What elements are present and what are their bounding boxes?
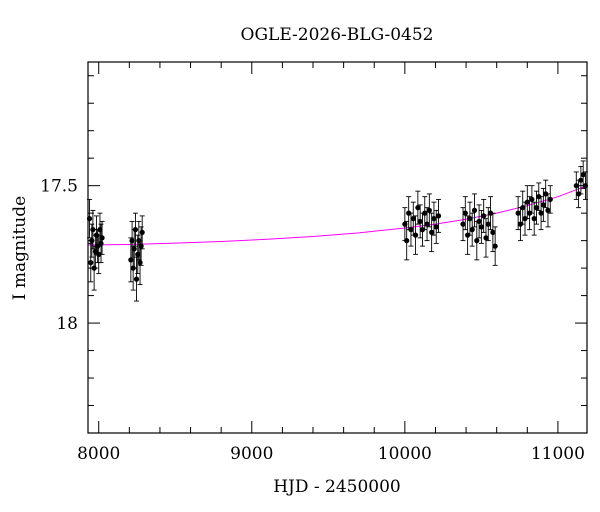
data-point xyxy=(575,191,582,197)
data-point xyxy=(476,218,482,224)
data-point xyxy=(524,199,530,205)
data-point xyxy=(131,246,137,252)
model-curve-line xyxy=(87,185,588,246)
data-point xyxy=(467,216,473,222)
data-point xyxy=(520,205,526,211)
data-point xyxy=(408,227,414,233)
data-point xyxy=(573,183,579,189)
data-point xyxy=(485,221,491,227)
data-point xyxy=(130,265,136,271)
data-point xyxy=(422,210,428,216)
data-point xyxy=(99,235,105,241)
data-point xyxy=(481,213,487,219)
data-point xyxy=(417,218,423,224)
data-point xyxy=(415,205,421,211)
data-point xyxy=(137,260,143,266)
data-point xyxy=(129,238,135,244)
data-point xyxy=(97,227,103,233)
data-point xyxy=(435,213,442,219)
data-point xyxy=(89,238,95,244)
data-points xyxy=(86,172,589,282)
x-tick-label: 8000 xyxy=(77,444,120,464)
data-point xyxy=(469,227,475,233)
data-point xyxy=(531,216,537,222)
data-point xyxy=(419,227,426,233)
data-point xyxy=(88,260,94,266)
data-point xyxy=(543,191,549,197)
data-point xyxy=(138,243,144,249)
data-point xyxy=(487,210,494,216)
data-point xyxy=(433,224,439,230)
data-point xyxy=(526,210,533,216)
data-point xyxy=(93,232,100,238)
tick-labels: 8000 9000 10000 11000 17.5 18 xyxy=(40,177,585,464)
x-tick-label: 11000 xyxy=(531,444,585,464)
y-tick-label: 17.5 xyxy=(40,177,78,197)
data-point xyxy=(406,210,412,216)
data-point xyxy=(474,238,480,244)
data-point xyxy=(578,177,584,183)
model-curve xyxy=(87,185,588,246)
data-point xyxy=(471,207,478,213)
plot-frame xyxy=(87,61,588,434)
data-point xyxy=(96,251,102,257)
data-point xyxy=(540,202,546,208)
data-point xyxy=(136,238,142,244)
data-point xyxy=(98,240,104,246)
data-point xyxy=(483,235,489,241)
chart-title: OGLE-2026-BLG-0452 xyxy=(241,25,434,45)
data-point xyxy=(465,232,471,238)
data-point xyxy=(429,229,435,235)
data-point xyxy=(538,210,544,216)
data-point xyxy=(426,207,432,213)
data-point xyxy=(536,194,542,200)
data-point xyxy=(515,210,521,216)
data-point xyxy=(492,243,498,249)
data-point xyxy=(462,210,468,216)
data-point xyxy=(478,224,484,230)
data-point xyxy=(90,227,96,233)
data-point xyxy=(410,216,416,222)
x-tick-label: 10000 xyxy=(378,444,432,464)
data-point xyxy=(490,229,496,235)
data-point xyxy=(135,251,141,257)
y-axis-label: I magnitude xyxy=(10,196,30,300)
data-point xyxy=(529,196,535,203)
data-point xyxy=(132,227,139,233)
data-point xyxy=(547,196,553,203)
y-tick-label: 18 xyxy=(56,314,78,334)
data-point xyxy=(412,232,419,238)
error-bars xyxy=(87,160,588,302)
x-axis-label: HJD - 2450000 xyxy=(273,477,401,497)
data-point xyxy=(545,207,551,213)
data-point xyxy=(533,205,540,211)
data-point xyxy=(402,221,408,227)
data-point xyxy=(522,216,528,222)
data-point xyxy=(139,229,145,235)
axis-ticks xyxy=(88,62,587,434)
x-tick-label: 9000 xyxy=(230,444,273,464)
data-point xyxy=(404,238,410,244)
data-point xyxy=(460,221,466,227)
data-point xyxy=(424,221,430,227)
data-point xyxy=(580,172,586,178)
data-point xyxy=(133,276,140,282)
data-point xyxy=(91,265,97,271)
data-point xyxy=(431,216,437,222)
data-point xyxy=(128,257,134,263)
data-point xyxy=(517,221,524,227)
